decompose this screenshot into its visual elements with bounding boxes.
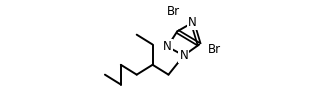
- Text: N: N: [188, 16, 197, 29]
- Text: N: N: [163, 40, 172, 53]
- Text: N: N: [179, 49, 188, 62]
- Text: Br: Br: [167, 5, 180, 18]
- Text: Br: Br: [208, 43, 221, 56]
